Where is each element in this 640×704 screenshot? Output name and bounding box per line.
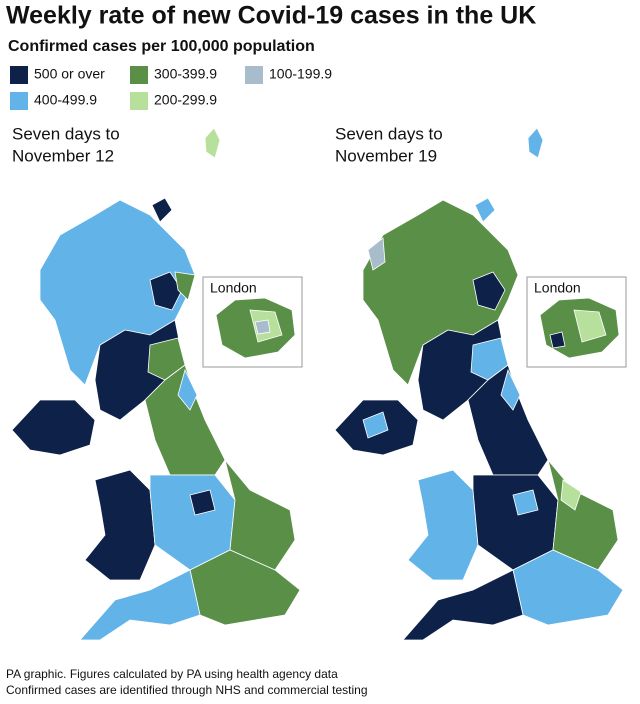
map: Seven days to November 19 London [334, 124, 627, 641]
legend-swatch [10, 92, 28, 110]
uk-map [11, 127, 301, 641]
legend-swatch [10, 66, 28, 84]
region [512, 549, 624, 626]
region [149, 271, 183, 311]
region [407, 469, 479, 581]
region [189, 549, 301, 626]
region [527, 127, 544, 159]
region [362, 411, 389, 439]
legend-swatch [245, 66, 263, 84]
uk-map [334, 127, 624, 641]
map-heading: Seven days to [335, 124, 443, 143]
legend-label: 200-299.9 [154, 92, 217, 108]
region [11, 399, 96, 456]
region [79, 569, 201, 641]
region [500, 368, 521, 411]
region [151, 197, 173, 223]
london [254, 319, 271, 335]
map-heading: November 12 [12, 146, 114, 165]
legend-swatch [130, 92, 148, 110]
region [177, 368, 198, 411]
region [474, 197, 496, 223]
map-heading: Seven days to [12, 124, 120, 143]
legend-swatch [130, 66, 148, 84]
region [367, 237, 386, 271]
inset-label: London [210, 280, 257, 296]
legend-label: 100-199.9 [269, 66, 332, 82]
legend: 500 or over 400-499.9 300-399.9 200-299.9 10… [10, 66, 332, 110]
region [224, 459, 296, 571]
region [402, 569, 524, 641]
region [204, 127, 221, 159]
region [560, 479, 582, 511]
subtitle: Confirmed cases per 100,000 population [8, 38, 315, 55]
region [174, 271, 196, 301]
region [189, 489, 216, 516]
region [512, 489, 539, 516]
footer: Confirmed cases are identified through N… [6, 683, 368, 697]
legend-label: 400-499.9 [34, 92, 97, 108]
london [549, 331, 566, 349]
region [472, 271, 506, 311]
legend-label: 500 or over [34, 66, 105, 82]
map: Seven days to November 12 London [11, 124, 303, 641]
map-heading: November 19 [335, 146, 437, 165]
footer: PA graphic. Figures calculated by PA usi… [6, 667, 338, 681]
title: Weekly rate of new Covid-19 cases in the… [6, 2, 536, 30]
legend-label: 300-399.9 [154, 66, 217, 82]
london [573, 309, 607, 343]
region [84, 469, 156, 581]
inset-label: London [534, 280, 581, 296]
